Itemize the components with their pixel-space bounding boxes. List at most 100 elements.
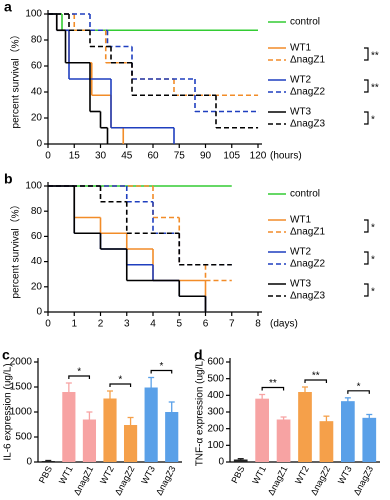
y-tick-label: 1000 — [10, 407, 33, 418]
y-tick-label: 20 — [31, 113, 43, 124]
legend-label: ΔnagZ3 — [290, 119, 325, 130]
bar — [103, 398, 117, 462]
y-tick-label: 0 — [26, 457, 32, 468]
significance-bracket — [364, 219, 369, 233]
y-axis-title: IL-6 expression (ug/L) — [3, 363, 14, 460]
x-tick-label: ΔnagZ3 — [154, 464, 178, 497]
y-tick-label: 1500 — [10, 382, 33, 393]
bar — [62, 392, 76, 462]
legend-label: ΔnagZ2 — [290, 259, 325, 270]
x-tick-label: 105 — [223, 151, 240, 162]
y-tick-label: 600 — [207, 357, 224, 368]
significance-label: * — [371, 287, 375, 298]
x-tick-label: 60 — [147, 151, 159, 162]
y-tick-label: 80 — [31, 35, 43, 46]
x-axis-title: (days) — [270, 319, 298, 330]
x-tick-label: WT3 — [139, 464, 157, 485]
panel-label: c — [2, 347, 10, 363]
y-tick-label: 40 — [31, 256, 43, 267]
x-tick-label: WT2 — [293, 464, 311, 485]
bar — [276, 419, 291, 462]
x-tick-label: 6 — [203, 319, 209, 330]
x-tick-label: ΔnagZ1 — [72, 464, 96, 497]
bar — [298, 392, 312, 462]
bar — [319, 421, 334, 462]
bar — [165, 412, 179, 462]
significance-bracket — [109, 383, 132, 387]
legend-label: control — [290, 189, 320, 200]
y-tick-label: 0 — [36, 307, 42, 318]
y-tick-label: 20 — [31, 281, 43, 292]
x-tick-label: ΔnagZ1 — [266, 464, 290, 497]
y-tick-label: 100 — [25, 9, 42, 20]
x-tick-label: ΔnagZ3 — [352, 464, 376, 497]
y-tick-label: 100 — [207, 440, 224, 451]
y-tick-label: 500 — [207, 373, 224, 384]
x-tick-label: 0 — [45, 319, 51, 330]
significance-label: * — [371, 255, 375, 266]
significance-label: ** — [312, 371, 320, 382]
legend-label: control — [290, 17, 320, 28]
y-tick-label: 60 — [31, 231, 43, 242]
significance-label: * — [77, 367, 81, 378]
significance-label: * — [371, 115, 375, 126]
y-tick-label: 80 — [31, 206, 43, 217]
significance-label: * — [159, 361, 163, 372]
x-tick-label: PBS — [229, 464, 246, 485]
significance-bracket — [150, 369, 173, 374]
x-tick-label: 8 — [255, 319, 261, 330]
y-tick-label: 100 — [25, 181, 42, 192]
significance-label: * — [371, 223, 375, 234]
significance-bracket — [347, 390, 370, 394]
bar — [82, 419, 97, 462]
y-tick-label: 200 — [207, 423, 224, 434]
legend-label: ΔnagZ1 — [290, 227, 325, 238]
significance-label: ** — [371, 83, 379, 94]
bar — [233, 459, 248, 462]
legend-label: ΔnagZ1 — [290, 55, 325, 66]
x-tick-label: PBS — [37, 464, 54, 485]
legend-label: WT1 — [290, 215, 312, 226]
panel-label: d — [194, 347, 203, 363]
bar — [144, 387, 158, 462]
significance-bracket — [364, 47, 369, 61]
x-tick-label: 3 — [124, 319, 130, 330]
legend-label: WT3 — [290, 107, 312, 118]
significance-label: * — [357, 381, 361, 392]
legend-label: ΔnagZ3 — [290, 291, 325, 302]
x-tick-label: 0 — [45, 151, 51, 162]
x-tick-label: 75 — [174, 151, 186, 162]
legend-label: ΔnagZ2 — [290, 87, 325, 98]
y-tick-label: 0 — [218, 457, 224, 468]
significance-bracket — [68, 375, 91, 379]
significance-bracket — [364, 283, 369, 297]
legend-label: WT2 — [290, 75, 312, 86]
legend-label: WT3 — [290, 279, 312, 290]
legend-label: WT2 — [290, 247, 312, 258]
x-tick-label: ΔnagZ2 — [113, 464, 137, 497]
x-tick-label: 15 — [69, 151, 81, 162]
bar — [123, 425, 138, 462]
x-tick-label: 5 — [176, 319, 182, 330]
x-tick-label: 2 — [98, 319, 104, 330]
x-tick-label: WT2 — [98, 464, 116, 485]
x-axis-title: (hours) — [270, 151, 302, 162]
x-tick-label: 30 — [95, 151, 107, 162]
x-tick-label: 7 — [229, 319, 235, 330]
x-tick-label: 4 — [150, 319, 156, 330]
significance-label: * — [118, 375, 122, 386]
y-axis-title: percent survival（%） — [10, 30, 22, 129]
x-tick-label: 120 — [250, 151, 267, 162]
y-tick-label: 400 — [207, 390, 224, 401]
bar — [341, 401, 355, 462]
legend-label: WT1 — [290, 43, 312, 54]
y-tick-label: 0 — [36, 139, 42, 150]
x-tick-label: WT1 — [57, 464, 75, 485]
x-tick-label: 45 — [121, 151, 133, 162]
y-tick-label: 300 — [207, 407, 224, 418]
x-tick-label: 1 — [71, 319, 77, 330]
y-axis-title: percent survival（%） — [10, 200, 22, 299]
panel-label: b — [4, 171, 13, 187]
